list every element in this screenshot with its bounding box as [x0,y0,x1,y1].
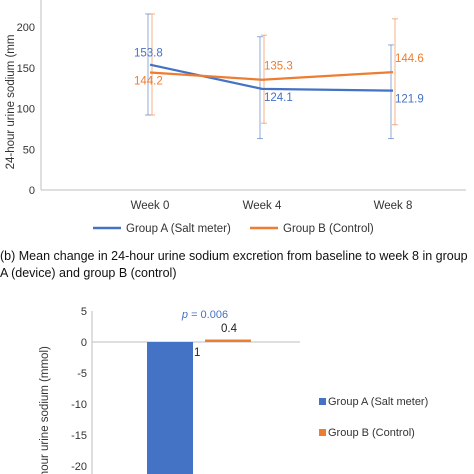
line-chart-legend: Group A (Salt meter) Group B (Control) [93,223,374,235]
bar-group-b [205,339,251,342]
line-chart-error-bars [145,13,398,140]
x-tick-label: Week 8 [374,200,413,212]
data-label: 1 [194,347,200,359]
legend-label: Group B (Control) [283,223,374,235]
y-tick-label: -15 [71,430,87,442]
bar-chart-data-labels: 10.4 [194,323,238,359]
y-tick-label: 0 [29,185,35,197]
bar-chart-bars [147,339,251,474]
legend-label: Group A (Salt meter) [126,223,231,235]
y-tick-label: 50 [23,144,35,156]
data-label: 153.8 [134,48,163,60]
legend-label: Group B (Control) [328,427,415,439]
series-line-group-b [149,71,394,81]
bar-chart-y-ticks: 5 0 -5 -10 -15 -20 [71,306,87,473]
data-label: 135.3 [264,61,293,73]
line-chart-x-ticks: Week 0 Week 4 Week 8 [131,200,413,212]
legend-label: Group A (Salt meter) [328,396,428,408]
y-tick-label: -5 [77,368,87,380]
y-tick-label: 150 [17,63,35,75]
data-label: 144.6 [395,53,424,65]
line-chart-series [149,63,394,92]
line-chart-data-labels: 153.8 124.1 121.9 144.2 135.3 144.6 [134,48,424,106]
line-chart-urine-sodium: 0 50 100 150 200 Week 0 Week 4 Week 8 153.8 124… [5,0,466,235]
data-label: 144.2 [134,75,163,87]
series-line-group-a [149,63,394,92]
y-tick-label: 100 [17,104,35,116]
p-value-text: = 0.006 [188,309,228,321]
x-tick-label: Week 0 [131,200,170,212]
data-label: 0.4 [221,323,238,335]
line-chart-y-ticks: 0 50 100 150 200 [17,22,35,197]
bar-chart-y-axis-label: 24-hour urine sodium (mmol) [39,346,51,474]
data-label: 121.9 [395,94,424,106]
p-value-annotation: p = 0.006 [181,309,228,321]
y-tick-label: 5 [81,306,87,318]
p-value-symbol: p [181,309,188,321]
line-chart-axes [40,0,466,191]
y-tick-label: 0 [81,337,87,349]
x-tick-label: Week 4 [243,200,282,212]
bar-group-a [147,342,193,474]
panel-b-caption: (b) Mean change in 24-hour urine sodium … [0,249,468,280]
line-chart-y-axis-label: 24-hour urine sodium (mm [5,35,17,170]
legend-swatch [319,429,326,436]
bar-chart-legend: Group A (Salt meter) Group B (Control) [319,396,428,439]
y-tick-label: -20 [71,461,87,473]
legend-swatch [319,398,326,405]
bar-chart-axes [91,311,300,474]
y-tick-label: -10 [71,399,87,411]
data-label: 124.1 [264,92,293,104]
y-tick-label: 200 [17,22,35,34]
